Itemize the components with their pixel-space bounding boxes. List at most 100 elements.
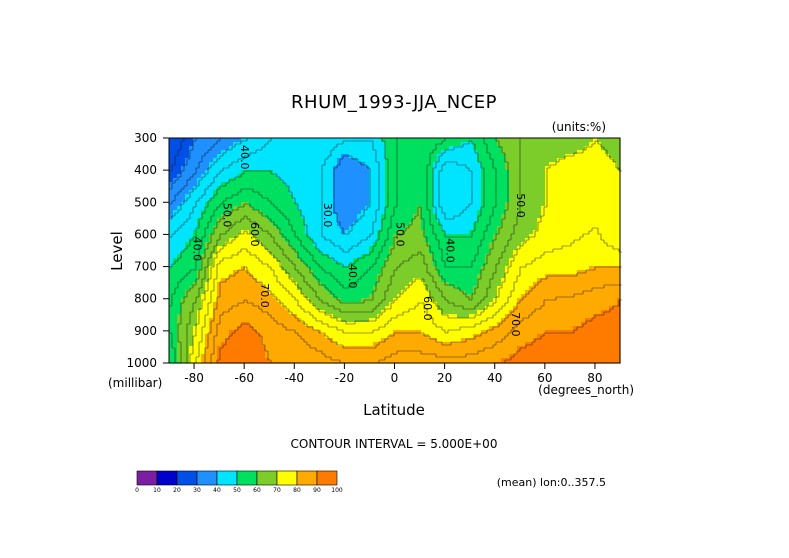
field-cell <box>513 182 518 187</box>
field-cell <box>197 142 202 147</box>
field-cell <box>433 270 438 275</box>
field-cell <box>561 238 566 243</box>
field-cell <box>457 210 462 215</box>
field-cell <box>589 174 594 179</box>
field-cell <box>457 266 462 271</box>
field-cell <box>489 270 494 275</box>
field-cell <box>177 310 182 315</box>
field-cell <box>593 142 598 147</box>
field-cell <box>177 274 182 279</box>
field-cell <box>433 290 438 295</box>
field-cell <box>313 138 318 143</box>
field-cell <box>561 262 566 267</box>
field-cell <box>517 206 522 211</box>
field-cell <box>209 202 214 207</box>
field-cell <box>249 150 254 155</box>
field-cell <box>237 194 242 199</box>
field-cell <box>257 186 262 191</box>
field-cell <box>533 186 538 191</box>
field-cell <box>385 174 390 179</box>
field-cell <box>401 138 406 143</box>
field-cell <box>577 206 582 211</box>
field-cell <box>373 202 378 207</box>
field-cell <box>333 150 338 155</box>
field-cell <box>449 138 454 143</box>
field-cell <box>305 274 310 279</box>
field-cell <box>341 214 346 219</box>
field-cell <box>501 266 506 271</box>
field-cell <box>541 150 546 155</box>
field-cell <box>305 182 310 187</box>
field-cell <box>449 270 454 275</box>
field-cell <box>461 286 466 291</box>
field-cell <box>465 174 470 179</box>
field-cell <box>173 302 178 307</box>
field-cell <box>369 138 374 143</box>
field-cell <box>393 230 398 235</box>
field-cell <box>373 238 378 243</box>
field-cell <box>445 166 450 171</box>
field-cell <box>233 162 238 167</box>
field-cell <box>453 298 458 303</box>
field-cell <box>457 194 462 199</box>
field-cell <box>577 254 582 259</box>
field-cell <box>557 182 562 187</box>
field-cell <box>177 262 182 267</box>
field-cell <box>309 150 314 155</box>
field-cell <box>557 190 562 195</box>
field-cell <box>433 234 438 239</box>
field-cell <box>577 274 582 279</box>
field-cell <box>553 214 558 219</box>
field-cell <box>357 206 362 211</box>
field-cell <box>493 270 498 275</box>
field-cell <box>185 278 190 283</box>
field-cell <box>325 190 330 195</box>
field-cell <box>249 146 254 151</box>
field-cell <box>453 274 458 279</box>
field-cell <box>421 214 426 219</box>
field-cell <box>325 210 330 215</box>
field-cell <box>401 306 406 311</box>
field-cell <box>257 218 262 223</box>
field-cell <box>341 158 346 163</box>
field-cell <box>365 294 370 299</box>
field-cell <box>565 250 570 255</box>
field-cell <box>441 190 446 195</box>
field-cell <box>225 278 230 283</box>
field-cell <box>549 182 554 187</box>
field-cell <box>213 306 218 311</box>
field-cell <box>469 246 474 251</box>
field-cell <box>597 194 602 199</box>
field-cell <box>257 278 262 283</box>
field-cell <box>425 230 430 235</box>
field-cell <box>305 190 310 195</box>
field-cell <box>189 154 194 159</box>
field-cell <box>445 250 450 255</box>
field-cell <box>477 218 482 223</box>
field-cell <box>365 182 370 187</box>
field-cell <box>233 258 238 263</box>
field-cell <box>329 242 334 247</box>
field-cell <box>513 282 518 287</box>
field-cell <box>297 162 302 167</box>
field-cell <box>465 162 470 167</box>
field-cell <box>425 226 430 231</box>
field-cell <box>601 298 606 303</box>
field-cell <box>565 166 570 171</box>
field-cell <box>477 178 482 183</box>
field-cell <box>441 178 446 183</box>
field-cell <box>241 198 246 203</box>
field-cell <box>261 186 266 191</box>
field-cell <box>405 166 410 171</box>
field-cell <box>613 282 618 287</box>
field-cell <box>437 298 442 303</box>
field-cell <box>613 310 618 315</box>
field-cell <box>353 162 358 167</box>
field-cell <box>249 226 254 231</box>
field-cell <box>317 238 322 243</box>
field-cell <box>257 314 262 319</box>
field-cell <box>349 170 354 175</box>
field-cell <box>277 202 282 207</box>
field-cell <box>241 170 246 175</box>
field-cell <box>185 314 190 319</box>
